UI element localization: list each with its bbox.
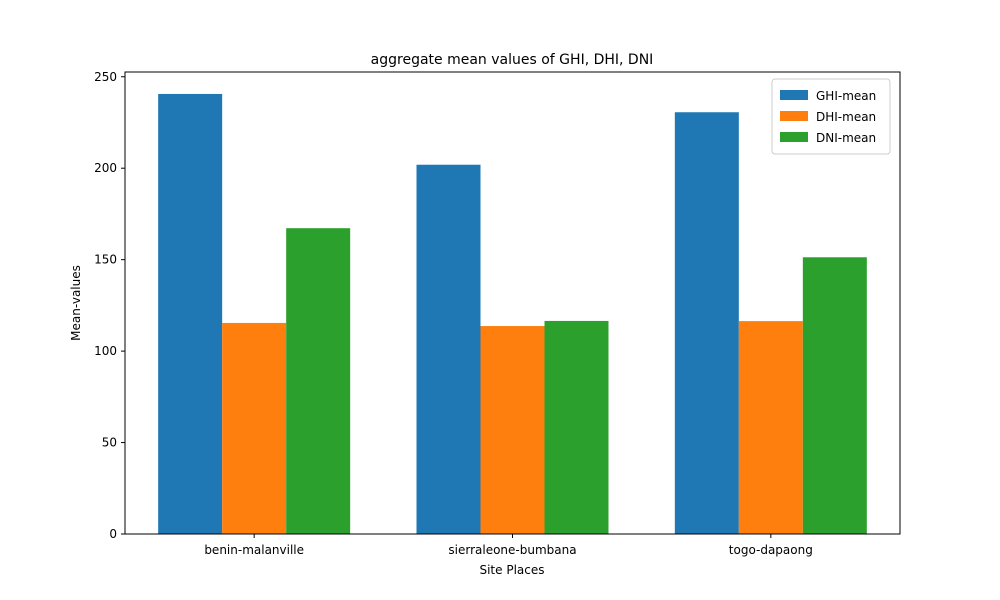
bar-dhi-mean-sierraleone-bumbana	[480, 326, 545, 534]
y-tick-label: 150	[94, 253, 117, 267]
legend-swatch-dni-mean	[780, 132, 808, 142]
y-tick-label: 250	[94, 70, 117, 84]
y-tick-label: 200	[94, 161, 117, 175]
y-axis-ticks: 0 50 100 150 200 250	[94, 70, 125, 541]
bar-ghi-mean-togo-dapaong	[674, 112, 739, 535]
legend-label-ghi-mean: GHI-mean	[816, 89, 876, 103]
legend-label-dhi-mean: DHI-mean	[816, 110, 876, 124]
legend-label-dni-mean: DNI-mean	[816, 131, 876, 145]
legend-swatch-ghi-mean	[780, 90, 808, 100]
legend-swatch-dhi-mean	[780, 111, 808, 121]
y-tick-label: 100	[94, 344, 117, 358]
bar-ghi-mean-benin-malanville	[158, 93, 223, 534]
chart-title: aggregate mean values of GHI, DHI, DNI	[371, 52, 654, 68]
x-axis-ticks: benin-malanville sierraleone-bumbana togo-…	[204, 534, 813, 557]
y-tick-label: 50	[102, 436, 117, 450]
bar-dni-mean-togo-dapaong	[802, 257, 867, 534]
bars-layer	[158, 93, 867, 535]
legend: GHI-mean DHI-mean DNI-mean	[771, 78, 891, 155]
bar-ghi-mean-sierraleone-bumbana	[416, 164, 481, 535]
x-tick-label: sierraleone-bumbana	[448, 543, 576, 557]
bar-dni-mean-benin-malanville	[286, 228, 351, 534]
x-axis-title: Site Places	[479, 563, 544, 577]
y-tick-label: 0	[109, 527, 117, 541]
y-axis-title: Mean-values	[69, 265, 83, 341]
bar-dhi-mean-togo-dapaong	[738, 321, 803, 534]
bar-dni-mean-sierraleone-bumbana	[544, 320, 609, 534]
bar-dhi-mean-benin-malanville	[222, 322, 287, 534]
x-tick-label: benin-malanville	[204, 543, 304, 557]
x-tick-label: togo-dapaong	[729, 543, 813, 557]
